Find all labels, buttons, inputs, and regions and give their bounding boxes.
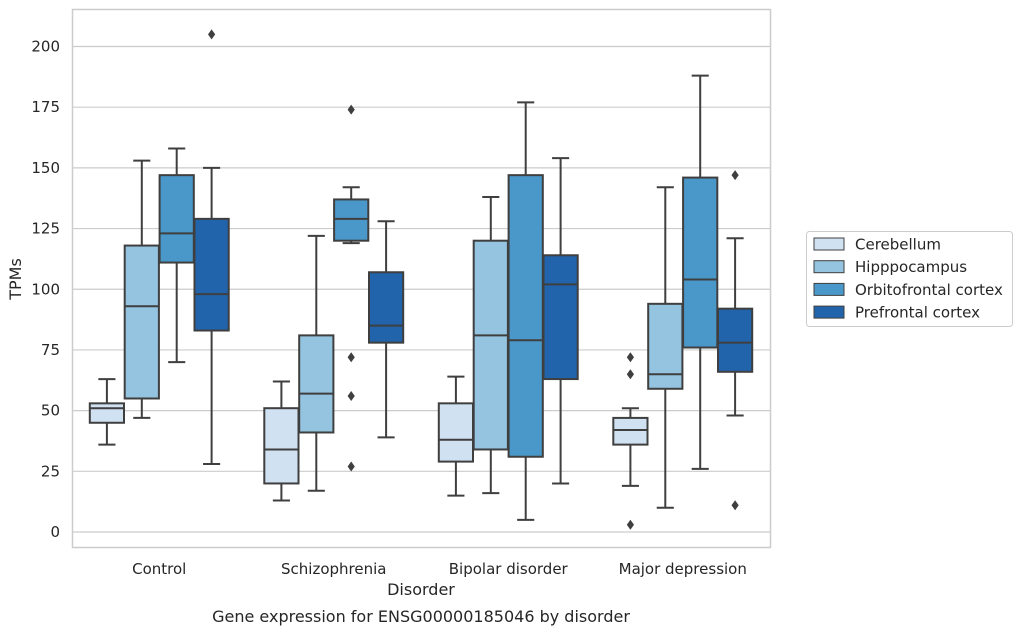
x-tick-label: Bipolar disorder [449,560,569,578]
box-body [123,244,160,400]
box-body [88,402,126,424]
box-body [716,307,754,373]
box-body [333,198,370,242]
legend-label: Prefrontal cortex [855,304,980,322]
plot-frame [71,8,772,549]
box-body [612,416,649,446]
legend: Cerebellum Hipppocampus Orbitofrontal cort… [806,231,1013,327]
series-3 [193,29,754,511]
box-3-2 [542,157,579,485]
outlier-point [347,352,355,363]
box-2-0 [158,147,195,364]
box-body [437,402,475,463]
box-1-1 [298,234,335,492]
y-tick-label: 100 [31,280,60,298]
y-axis-ticks: 0 25 50 75 100 125 150 175 200 [31,38,60,542]
box-body [507,174,544,458]
series-2 [158,74,719,521]
y-tick-label: 0 [50,523,60,541]
box-body [542,254,579,381]
x-axis-title: Disorder [387,580,455,599]
legend-swatch [813,237,845,251]
legend-label: Orbitofrontal cortex [855,281,1003,299]
box-2-3 [682,74,719,470]
box-body [472,239,509,451]
box-body [682,176,719,349]
legend-label: Cerebellum [855,236,941,254]
box-1-3 [647,186,684,509]
series-1 [123,159,684,509]
y-tick-label: 75 [41,341,60,359]
y-tick-label: 25 [41,462,60,480]
outlier-point [731,500,739,511]
box-series [88,29,754,530]
x-tick-label: Schizophrenia [281,560,386,578]
outlier-point [347,391,355,402]
x-tick-label: Major depression [619,560,747,578]
box-0-3 [612,407,649,530]
box-3-3 [716,170,754,511]
box-body [263,407,300,485]
chart-caption: Gene expression for ENSG00000185046 by d… [212,607,630,626]
box-2-1 [333,104,370,472]
y-axis-title: TPMs [6,258,25,301]
x-axis-ticks: Control Schizophrenia Bipolar disorder Majo… [132,560,747,578]
y-tick-label: 175 [31,98,60,116]
y-tick-label: 125 [31,220,60,238]
outlier-point [626,519,634,530]
box-1-0 [123,159,160,419]
box-0-1 [263,380,300,502]
legend-frame [806,231,1013,327]
x-tick-label: Control [132,560,186,578]
box-0-0 [88,378,126,446]
legend-label: Hipppocampus [855,258,967,276]
y-tick-label: 150 [31,159,60,177]
box-0-2 [437,375,475,497]
y-tick-label: 200 [31,38,60,56]
box-3-1 [367,220,405,439]
legend-swatch [813,305,845,319]
box-2-2 [507,101,544,521]
series-0 [88,375,649,530]
outlier-point [347,104,355,115]
box-body [367,271,405,344]
legend-swatch [813,282,845,296]
outlier-point [626,369,634,380]
outlier-point [208,29,216,40]
box-body [158,174,195,264]
box-body [298,334,335,434]
box-1-2 [472,196,509,495]
box-body [193,217,230,332]
outlier-point [626,352,634,363]
outlier-point [347,461,355,472]
box-body [647,302,684,390]
legend-swatch [813,260,845,274]
y-tick-label: 50 [41,402,60,420]
box-3-0 [193,29,230,466]
outlier-point [731,170,739,181]
